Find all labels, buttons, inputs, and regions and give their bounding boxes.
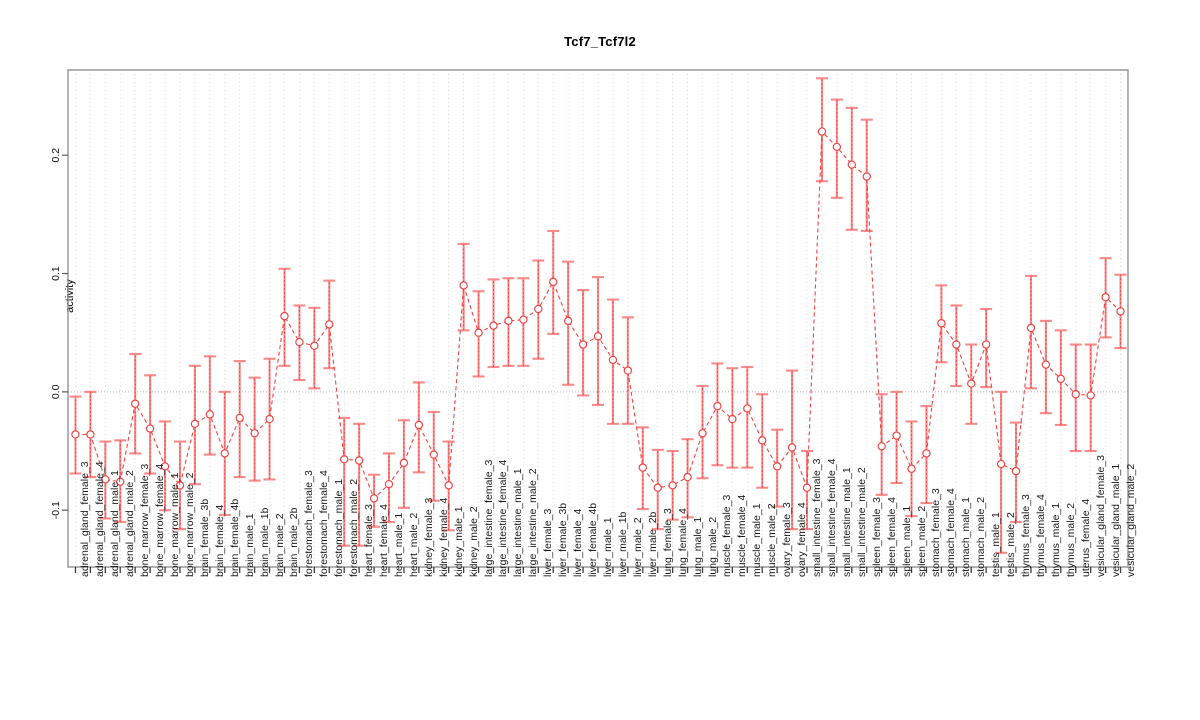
chart-title: Tcf7_Tcf7l2 xyxy=(564,34,636,49)
svg-text:-0.1: -0.1 xyxy=(50,501,62,519)
data-points xyxy=(71,127,1125,503)
x-axis-ticks xyxy=(74,567,1122,573)
svg-text:0.0: 0.0 xyxy=(50,384,62,399)
error-bars xyxy=(69,77,1127,554)
y-axis-ticks: -0.1 0.0 0.1 0.2 xyxy=(50,148,68,519)
svg-text:0.2: 0.2 xyxy=(50,148,62,163)
svg-text:0.1: 0.1 xyxy=(50,266,62,281)
